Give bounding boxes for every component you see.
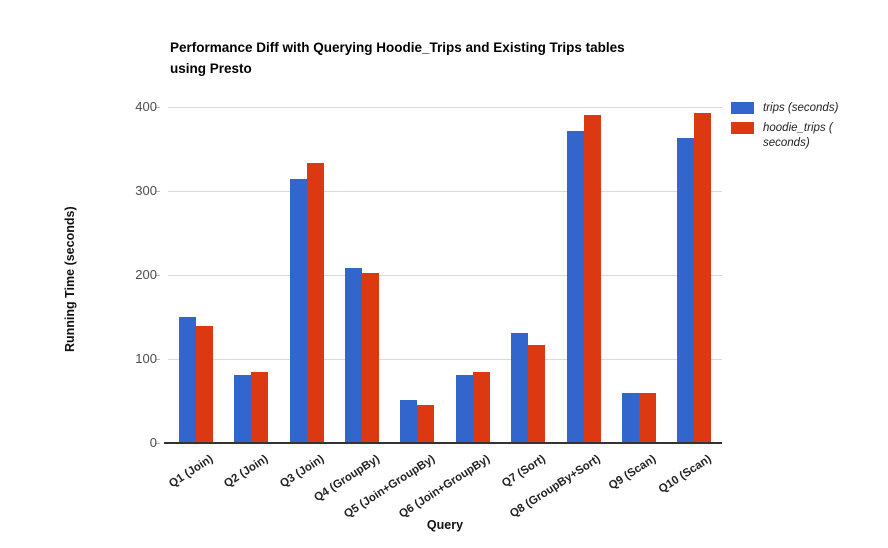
x-tick-label-2: Q2 (Join) (222, 453, 271, 491)
chart-title-line-1: Performance Diff with Querying Hoodie_Tr… (170, 40, 625, 55)
y-tick-label-300: 300 (135, 183, 157, 198)
bar-hoodie-trips-9 (638, 393, 656, 443)
legend-item-hoodie-trips: hoodie_trips ( seconds) (731, 121, 881, 151)
y-axis-title: Running Time (seconds) (63, 206, 77, 352)
y-tick-label-400: 400 (135, 99, 157, 114)
bar-trips-9 (621, 392, 639, 443)
bar-hoodie-trips-2 (251, 372, 269, 443)
bar-trips-3 (289, 179, 307, 443)
bar-trips-1 (178, 317, 196, 443)
x-tick-label-1: Q1 (Join) (166, 453, 216, 491)
y-axis-tick-400 (155, 106, 160, 108)
x-tick-label-8: Q8 (GroupBy+Sort) (508, 453, 604, 521)
y-axis-tick-100 (155, 358, 160, 360)
bar-trips-7 (511, 332, 529, 443)
bar-hoodie-trips-1 (195, 326, 213, 443)
chart-title: Performance Diff with Querying Hoodie_Tr… (170, 37, 625, 79)
legend-label-hoodie-trips: hoodie_trips ( seconds) (763, 122, 833, 149)
legend-item-trips: trips (seconds) (731, 101, 881, 116)
legend-swatch-trips (731, 102, 754, 114)
x-tick-label-10: Q10 (Scan) (656, 453, 714, 496)
x-tick-label-5: Q5 (Join+GroupBy) (341, 453, 437, 521)
y-axis-tick-300 (155, 190, 160, 192)
bar-hoodie-trips-5 (417, 405, 435, 443)
bar-trips-6 (455, 374, 473, 443)
x-axis-line (164, 442, 722, 444)
legend-swatch-hoodie-trips (731, 122, 754, 134)
y-tick-label-100: 100 (135, 351, 157, 366)
chart-title-line-2: using Presto (170, 61, 252, 76)
bar-hoodie-trips-10 (694, 112, 712, 443)
gridline-100 (168, 358, 722, 360)
gridline-400 (168, 106, 722, 108)
x-axis-title: Query (426, 518, 464, 532)
bar-hoodie-trips-3 (306, 163, 324, 443)
x-axis-tick-labels: Q1 (Join) Q2 (Join) Q3 (Join) Q4 (GroupBy) Q… (0, 448, 888, 521)
y-tick-label-0: 0 (149, 435, 157, 450)
y-tick-label-200: 200 (135, 267, 157, 282)
bar-hoodie-trips-6 (472, 371, 490, 443)
x-tick-label-4: Q4 (GroupBy) (311, 453, 382, 505)
x-tick-label-7: Q7 (Sort) (499, 453, 548, 490)
bar-trips-8 (566, 131, 584, 443)
bar-trips-5 (400, 400, 418, 443)
x-tick-label-3: Q3 (Join) (277, 453, 327, 491)
x-tick-label-9: Q9 (Scan) (606, 453, 659, 493)
bar-hoodie-trips-4 (361, 273, 379, 443)
y-axis-tick-200 (155, 274, 160, 276)
bar-trips-4 (344, 268, 362, 443)
bar-hoodie-trips-7 (528, 344, 546, 443)
x-tick-label-6: Q6 (Join+GroupBy) (397, 453, 493, 521)
bar-trips-2 (234, 374, 252, 443)
plot-area (155, 106, 722, 444)
legend: trips (seconds) hoodie_trips ( seconds) (731, 101, 881, 156)
gridline-300 (168, 190, 722, 192)
bar-trips-10 (677, 138, 695, 443)
bar-hoodie-trips-8 (583, 115, 601, 443)
gridline-200 (168, 274, 722, 276)
legend-label-trips: trips (seconds) (763, 102, 839, 114)
y-axis-tick-0 (155, 442, 160, 444)
